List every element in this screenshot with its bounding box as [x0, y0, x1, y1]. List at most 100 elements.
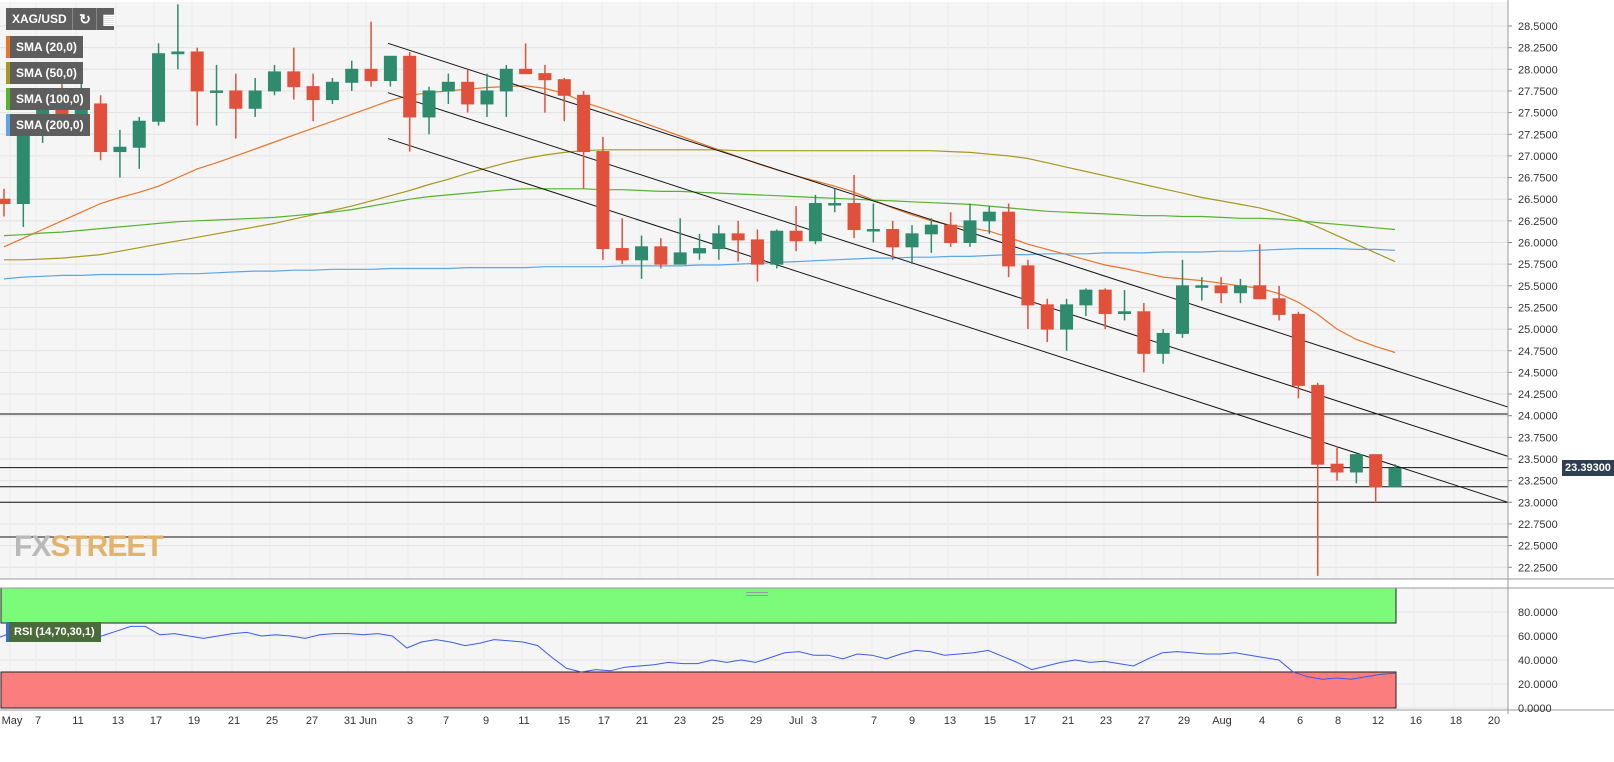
candle-body: [1195, 285, 1209, 288]
y-tick-label: 23.5000: [1518, 454, 1558, 466]
x-tick-label: 15: [984, 715, 996, 727]
candle-body: [770, 230, 784, 265]
y-tick-label: 27.5000: [1518, 108, 1558, 120]
candle-body: [596, 151, 610, 250]
candle-body: [615, 248, 629, 261]
x-tick-label: 8: [1335, 715, 1341, 727]
indicator-color-swatch: [6, 62, 10, 84]
indicator-sma-200[interactable]: SMA (200,0): [6, 114, 90, 136]
rsi-y-tick-label: 20.0000: [1518, 679, 1558, 691]
candle-body: [480, 90, 494, 105]
candle-body: [944, 224, 958, 243]
y-tick-label: 26.0000: [1518, 238, 1558, 250]
candle-body: [1098, 289, 1112, 315]
y-tick-label: 26.2500: [1518, 216, 1558, 228]
candle-body: [1233, 285, 1247, 294]
candle-body: [16, 129, 30, 205]
candle-body: [210, 90, 224, 93]
candle-body: [789, 230, 803, 242]
y-tick-label: 28.2500: [1518, 43, 1558, 55]
candle-body: [229, 90, 243, 109]
x-tick-label: 29: [750, 715, 762, 727]
candle-body: [1137, 311, 1151, 354]
x-tick-label: 7: [871, 715, 877, 727]
x-tick-label: 25: [266, 715, 278, 727]
x-tick-label: 3: [407, 715, 413, 727]
candle-body: [693, 248, 706, 254]
indicator-sma-50[interactable]: SMA (50,0): [6, 62, 83, 84]
y-tick-label: 25.5000: [1518, 281, 1558, 293]
sma-line: [3, 188, 1396, 237]
candle-body: [1079, 289, 1093, 306]
x-tick-label: 9: [483, 715, 489, 727]
candles: [0, 4, 1402, 576]
x-tick-label: Jul: [789, 715, 803, 727]
y-tick-label: 23.2500: [1518, 476, 1558, 488]
candle-body: [1040, 304, 1054, 330]
candle-body: [557, 79, 571, 96]
candle-body: [828, 203, 842, 206]
x-tick-label: 23: [674, 715, 686, 727]
y-tick-label: 24.7500: [1518, 346, 1558, 358]
candle-body: [866, 229, 880, 232]
symbol-label[interactable]: XAG/USD: [12, 12, 67, 26]
y-tick-label: 25.0000: [1518, 324, 1558, 336]
candle-body: [0, 198, 11, 205]
x-tick-label: 13: [112, 715, 124, 727]
candle-body: [1349, 454, 1363, 473]
candle-body: [1214, 285, 1228, 294]
candle-body: [1156, 332, 1170, 354]
candle-body: [132, 120, 146, 148]
rsi-indicator-label[interactable]: RSI (14,70,30,1): [6, 622, 101, 642]
sma-line: [3, 85, 1396, 354]
candle-body: [635, 246, 649, 261]
pane-resize-handle[interactable]: [746, 592, 768, 598]
candle-body: [905, 233, 919, 248]
indicator-color-swatch: [6, 622, 9, 642]
candle-body: [963, 220, 977, 244]
candle-body: [1021, 265, 1035, 306]
rsi-series-line: [0, 625, 1396, 680]
x-tick-label: 16: [1410, 715, 1422, 727]
candle-body: [1369, 454, 1383, 488]
y-tick-label: 28.5000: [1518, 21, 1558, 33]
indicator-sma-100[interactable]: SMA (100,0): [6, 88, 90, 110]
y-tick-label: 24.5000: [1518, 367, 1558, 379]
x-tick-label: 18: [1450, 715, 1462, 727]
candle-body: [345, 68, 359, 83]
x-tick-label: 7: [35, 715, 41, 727]
indicator-sma-20[interactable]: SMA (20,0): [6, 36, 83, 58]
x-tick-label: 21: [636, 715, 648, 727]
x-tick-label: 21: [228, 715, 240, 727]
x-axis-labels: May 7 11 13 17 19 21 25 27 31 Jun 3 7 9 11 15 17 21 23 25 29…: [2, 715, 1501, 727]
indicator-label: SMA (200,0): [16, 118, 84, 132]
candle-body: [248, 90, 262, 109]
x-tick-label: 4: [1259, 715, 1265, 727]
y-tick-label: 27.2500: [1518, 129, 1558, 141]
rsi-y-tick-label: 0.0000: [1518, 703, 1552, 715]
y-tick-label: 27.7500: [1518, 86, 1558, 98]
x-tick-label: 9: [909, 715, 915, 727]
x-tick-label: 3: [811, 715, 817, 727]
candle-body: [364, 68, 378, 82]
candle-body: [1118, 311, 1132, 315]
candle-body: [1272, 298, 1286, 315]
refresh-icon[interactable]: ↻: [72, 8, 97, 30]
x-tick-label: 19: [188, 715, 200, 727]
candle-body: [499, 68, 513, 92]
sma-line: [3, 248, 1396, 280]
x-tick-label: 6: [1297, 715, 1303, 727]
y-tick-label: 25.7500: [1518, 259, 1558, 271]
indicator-color-swatch: [6, 36, 10, 58]
indicator-color-swatch: [6, 88, 10, 110]
calendar-icon[interactable]: ▦: [96, 8, 121, 30]
x-tick-label: Jun: [359, 715, 377, 727]
indicator-color-swatch: [6, 114, 10, 136]
rsi-bands: [0, 587, 1397, 709]
rsi-line: [0, 625, 1396, 680]
x-tick-label: 12: [1372, 715, 1384, 727]
candle-body: [886, 229, 900, 248]
candle-body: [1330, 463, 1344, 473]
rsi-y-tick-label: 60.0000: [1518, 631, 1558, 643]
